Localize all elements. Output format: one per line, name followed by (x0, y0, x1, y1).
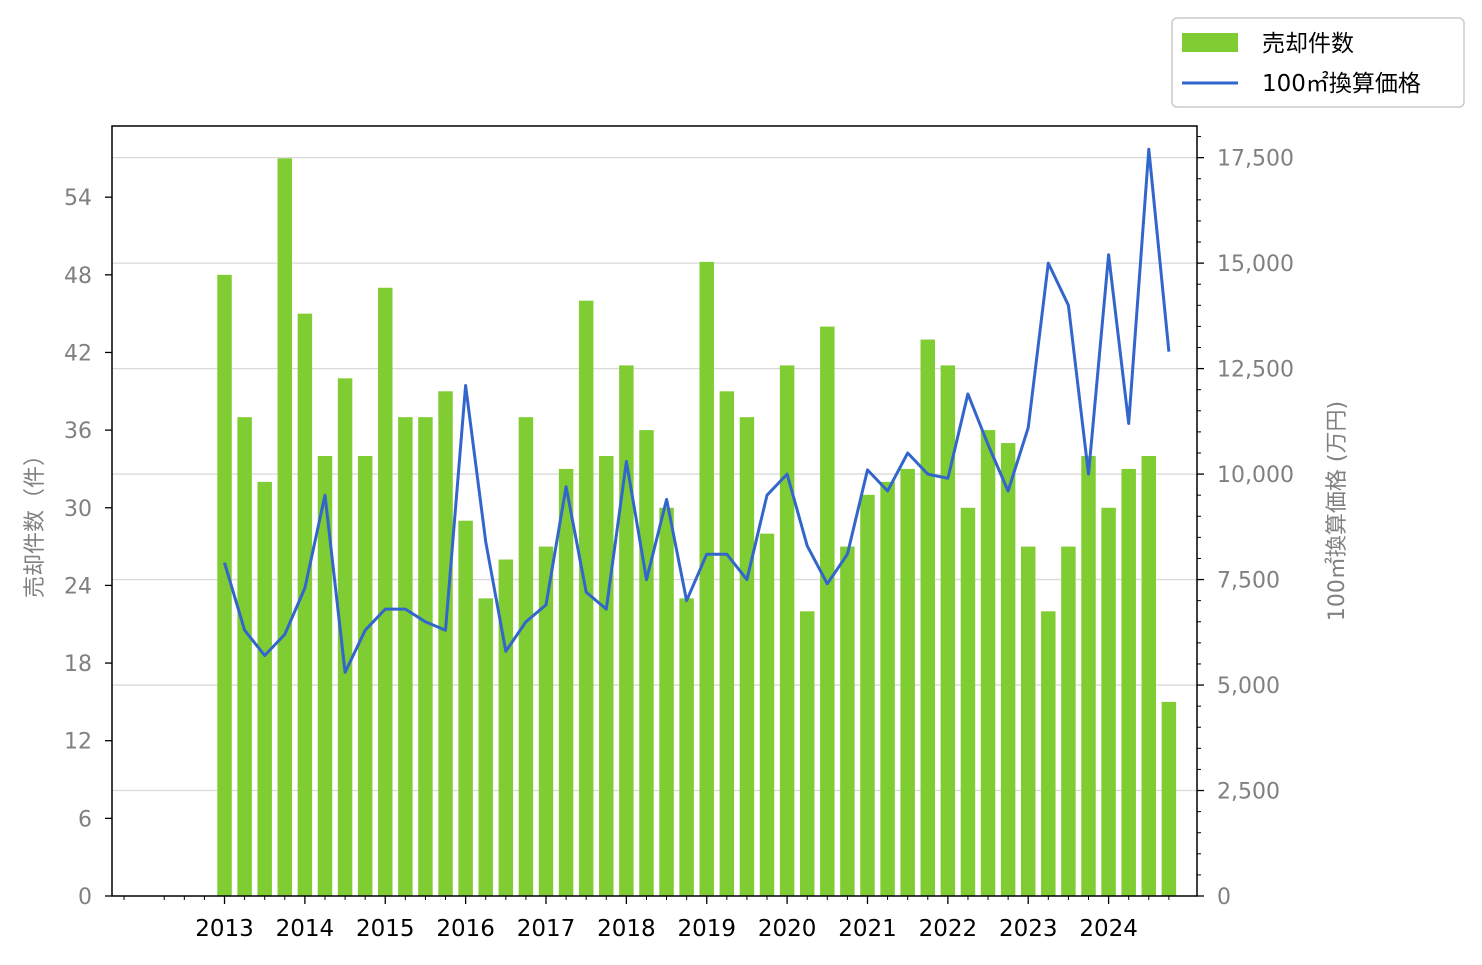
bar (357, 456, 373, 896)
bar (739, 417, 755, 896)
bar (538, 546, 554, 896)
left-tick-label: 24 (64, 574, 92, 599)
left-axis: 0 6 12 18 24 30 36 42 48 54 (64, 186, 112, 910)
x-tick-label: 2013 (195, 916, 254, 942)
bar (799, 611, 815, 896)
right-tick-label: 12,500 (1217, 358, 1294, 383)
bar (1000, 443, 1016, 896)
bar (578, 300, 594, 896)
bar (1061, 546, 1076, 896)
bar (458, 520, 473, 896)
bar (719, 391, 735, 896)
bar (277, 158, 293, 897)
bar (217, 274, 232, 897)
right-tick-label: 15,000 (1217, 252, 1294, 277)
right-axis: 0 2,500 5,000 7,500 10,000 12,500 15,000 17,500 (1197, 136, 1294, 910)
left-tick-label: 54 (64, 186, 92, 211)
bar (518, 417, 534, 896)
bar (1020, 546, 1036, 896)
right-tick-label: 7,500 (1217, 569, 1280, 594)
grid-layer (112, 156, 1197, 792)
bar (840, 546, 855, 896)
bar (1121, 468, 1136, 896)
bar (297, 313, 313, 896)
legend-line-label: 100㎡換算価格 (1262, 71, 1421, 97)
legend-bar-label: 売却件数 (1262, 31, 1354, 57)
x-axis: 2013 2014 2015 2016 2017 2018 2019 2020 2021 2022… (123, 896, 1170, 942)
bar (378, 287, 393, 896)
x-tick-label: 2024 (1079, 916, 1138, 942)
bar (639, 430, 654, 896)
left-tick-label: 6 (78, 807, 92, 832)
right-tick-label: 2,500 (1217, 780, 1280, 805)
x-tick-label: 2017 (517, 916, 576, 942)
bar (1161, 701, 1177, 896)
bar (237, 417, 252, 896)
x-tick-label: 2023 (999, 916, 1058, 942)
line-layer (223, 147, 1171, 674)
x-tick-label: 2018 (597, 916, 656, 942)
bar (980, 430, 996, 896)
bar (498, 559, 514, 896)
right-tick-label: 17,500 (1217, 147, 1294, 172)
left-axis-title: 売却件数（件） (23, 444, 48, 598)
bar (317, 456, 333, 896)
bar (398, 417, 413, 896)
legend: 売却件数 100㎡換算価格 (1171, 17, 1465, 108)
bar (257, 481, 272, 896)
bar (820, 326, 835, 896)
legend-box (1171, 17, 1465, 108)
bar (960, 507, 976, 896)
bar (659, 507, 674, 896)
x-tick-label: 2016 (436, 916, 495, 942)
bar (860, 494, 875, 896)
left-tick-label: 42 (64, 341, 92, 366)
bar (679, 598, 694, 896)
left-tick-label: 48 (64, 264, 92, 289)
left-tick-label: 30 (64, 497, 92, 522)
bar (699, 261, 714, 897)
x-tick-label: 2014 (276, 916, 335, 942)
right-tick-label: 10,000 (1217, 463, 1294, 488)
left-tick-label: 0 (78, 885, 92, 910)
right-tick-label: 5,000 (1217, 674, 1280, 699)
x-tick-label: 2020 (758, 916, 817, 942)
bar (920, 339, 935, 896)
right-tick-label: 0 (1217, 885, 1231, 910)
bars-layer (217, 158, 1177, 897)
x-tick-label: 2015 (356, 916, 415, 942)
bar (900, 468, 915, 896)
bar (619, 365, 634, 897)
bar (438, 391, 453, 896)
left-tick-label: 18 (64, 652, 92, 677)
bar (1141, 456, 1157, 896)
bar (1081, 456, 1096, 896)
bar (337, 378, 353, 897)
plot-frame (111, 125, 1198, 897)
bar (880, 481, 895, 896)
right-axis-title: 100㎡換算価格 (万円) (1324, 401, 1350, 621)
x-tick-label: 2022 (919, 916, 978, 942)
bar (759, 533, 775, 896)
legend-bar-swatch (1182, 33, 1238, 52)
x-tick-label: 2019 (677, 916, 736, 942)
left-tick-label: 36 (64, 419, 92, 444)
bar (478, 598, 493, 896)
bar (1101, 507, 1116, 896)
bar (779, 365, 795, 897)
bar (558, 468, 574, 896)
x-tick-label: 2021 (838, 916, 897, 942)
price-line (223, 147, 1171, 674)
bar (940, 365, 956, 897)
left-tick-label: 12 (64, 730, 92, 755)
bar (418, 417, 433, 896)
bar (1041, 611, 1056, 896)
bar (599, 456, 614, 896)
